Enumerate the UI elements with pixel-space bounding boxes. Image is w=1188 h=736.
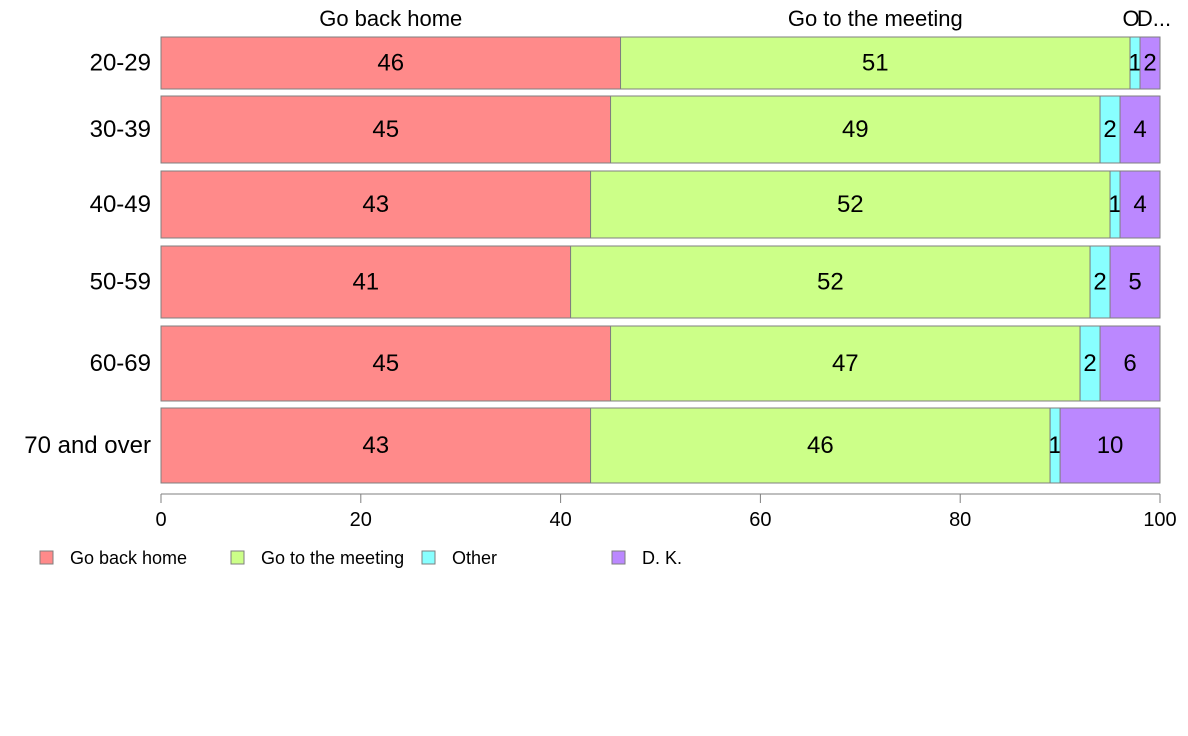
bar-segment: [160, 95, 612, 164]
series-top-label: O: [1122, 6, 1139, 31]
bar-segment: [1099, 325, 1161, 402]
x-tick-label: 100: [1143, 509, 1176, 531]
bar-segment: [620, 36, 1131, 90]
legend-label: D. K.: [642, 548, 682, 568]
data-label: 2: [1083, 350, 1096, 377]
category-label: 50-59: [90, 269, 151, 296]
x-tick-label: 80: [949, 509, 971, 531]
legend-label: Go to the meeting: [261, 548, 404, 568]
bar-segment: [1059, 407, 1161, 484]
data-label: 41: [352, 269, 379, 296]
data-label: 1: [1128, 50, 1141, 77]
legend-label: Other: [452, 548, 497, 568]
data-label: 45: [372, 116, 399, 143]
data-label: 51: [862, 50, 889, 77]
category-label: 70 and over: [24, 432, 151, 459]
category-label: 20-29: [90, 50, 151, 77]
bar-segment: [160, 170, 592, 239]
data-label: 1: [1048, 432, 1061, 459]
data-label: 45: [372, 350, 399, 377]
x-tick-label: 40: [549, 509, 571, 531]
bar-segment: [160, 245, 572, 319]
data-label: 52: [817, 269, 844, 296]
legend-swatch: [611, 550, 626, 565]
data-label: 47: [832, 350, 859, 377]
x-tick-label: 20: [350, 509, 372, 531]
bar-segment: [1119, 170, 1161, 239]
data-label: 10: [1097, 432, 1124, 459]
bar-segment: [160, 325, 612, 402]
legend-label: Go back home: [70, 548, 187, 568]
x-tick-label: 60: [749, 509, 771, 531]
series-top-label: Go back home: [319, 6, 462, 31]
legend-swatch: [39, 550, 54, 565]
data-label: 43: [362, 432, 389, 459]
data-label: 43: [362, 191, 389, 218]
bar-segment: [590, 407, 1051, 484]
data-label: 4: [1133, 191, 1146, 218]
bar-segment: [1139, 36, 1161, 90]
category-label: 30-39: [90, 116, 151, 143]
bar-segment: [570, 245, 1091, 319]
data-label: 6: [1123, 350, 1136, 377]
bar-segment: [1109, 245, 1161, 319]
legend-swatch: [230, 550, 245, 565]
data-label: 2: [1103, 116, 1116, 143]
data-label: 49: [842, 116, 869, 143]
data-label: 46: [807, 432, 834, 459]
series-top-label: D...: [1137, 6, 1171, 31]
x-tick-label: 0: [155, 509, 166, 531]
bar-segment: [1119, 95, 1161, 164]
data-label: 1: [1108, 191, 1121, 218]
bar-segment: [610, 325, 1081, 402]
category-label: 40-49: [90, 191, 151, 218]
data-label: 4: [1133, 116, 1146, 143]
data-label: 2: [1093, 269, 1106, 296]
series-top-label: Go to the meeting: [788, 6, 963, 31]
data-label: 52: [837, 191, 864, 218]
data-label: 46: [377, 50, 404, 77]
bar-segment: [160, 407, 592, 484]
data-label: 5: [1128, 269, 1141, 296]
category-label: 60-69: [90, 350, 151, 377]
legend-swatch: [421, 550, 436, 565]
data-label: 2: [1143, 50, 1156, 77]
bar-segment: [160, 36, 622, 90]
